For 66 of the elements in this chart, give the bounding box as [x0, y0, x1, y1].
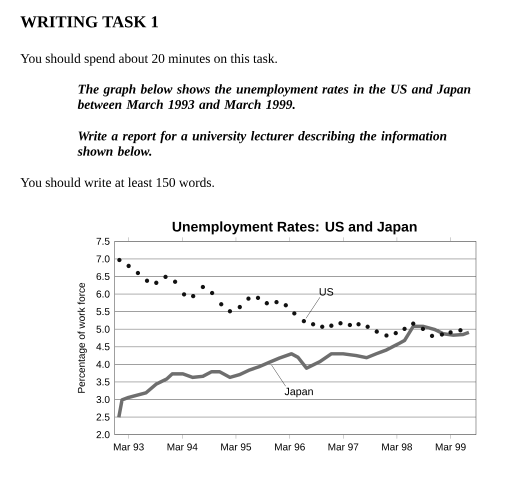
point: [256, 296, 260, 300]
y-tick-label: 5.0: [96, 326, 110, 333]
text: US: [320, 288, 334, 296]
point: [136, 271, 140, 276]
x-tick-label: Mar 96: [275, 444, 305, 451]
point: [302, 319, 306, 324]
point: [292, 311, 296, 316]
y-axis-title: Percentage of work force: [78, 283, 87, 393]
point: [191, 294, 196, 298]
chart-title: Unemployment Rates: US and Japan: [172, 222, 417, 235]
point: [402, 326, 407, 332]
point: [356, 322, 361, 327]
point: [458, 328, 463, 333]
y-tick-label: 6.5: [96, 273, 110, 280]
point: [182, 292, 186, 297]
point: [284, 303, 288, 308]
point: [310, 322, 316, 327]
y-tick-label: 4.5: [96, 343, 110, 350]
text: You should spend about 20 minutes on this task.: [20, 54, 277, 66]
point: [420, 326, 426, 332]
y-tick-label: 3.5: [96, 378, 110, 386]
y-tick-label: 7.5: [96, 238, 110, 245]
point: [144, 278, 150, 284]
point: [126, 264, 131, 268]
point: [264, 301, 269, 306]
x-tick-label: Mar 99: [436, 444, 466, 451]
x-tick-label: Mar 93: [114, 444, 144, 451]
point: [329, 324, 334, 328]
text: WRITING TASK 1: [20, 16, 158, 28]
point: [172, 280, 178, 284]
point: [210, 291, 214, 296]
x-tick-label: Mar 94: [168, 444, 198, 451]
point: [348, 323, 352, 328]
y-tick-label: 7.0: [96, 256, 110, 263]
x-tick-label: Mar 97: [328, 444, 358, 451]
point: [154, 280, 158, 286]
point: [411, 322, 416, 326]
y-tick-label: 2.0: [96, 431, 110, 438]
point: [238, 305, 242, 310]
text: Write a report for a university lecturer describing the information shown below.: [78, 131, 446, 156]
point: [200, 285, 206, 290]
point: [366, 324, 370, 330]
point: [384, 334, 389, 338]
point: [374, 330, 379, 334]
text: The graph below shows the unemployment rates in the US and Japan between March 1993 and March 1999.: [78, 84, 470, 110]
point: [394, 331, 398, 336]
point: [246, 296, 251, 301]
y-tick-label: 2.5: [96, 414, 110, 421]
series-label: Japan: [284, 388, 313, 398]
text: You should write at least 150 words.: [20, 178, 214, 188]
point: [338, 321, 343, 326]
point: [117, 258, 122, 262]
y-tick-label: 3.0: [96, 396, 110, 404]
point: [228, 309, 232, 314]
point: [219, 302, 224, 307]
x-tick-label: Mar 95: [221, 444, 252, 451]
y-tick-label: 4.0: [96, 360, 110, 368]
y-tick-label: 5.5: [96, 308, 110, 316]
x-tick-label: Mar 98: [382, 444, 412, 451]
point: [448, 330, 453, 335]
y-tick-label: 6.0: [96, 290, 110, 298]
point: [440, 332, 444, 337]
point: [430, 334, 434, 338]
point: [320, 324, 324, 330]
point: [274, 300, 279, 304]
point: [163, 274, 168, 280]
